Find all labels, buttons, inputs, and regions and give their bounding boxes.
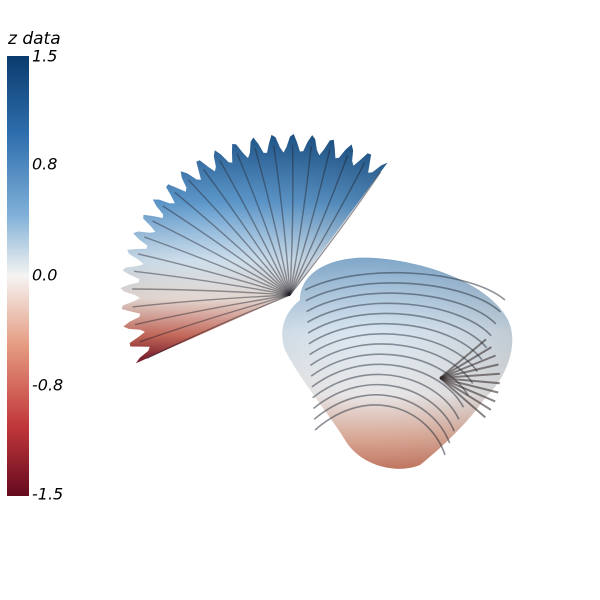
colorbar-title: z data bbox=[8, 29, 61, 49]
left-fan-shell bbox=[120, 134, 388, 364]
colorbar-tick-1-5: 1.5 bbox=[32, 46, 58, 66]
colorbar-tick-0-8: 0.8 bbox=[32, 154, 58, 174]
colorbar-gradient bbox=[7, 56, 29, 496]
colorbar-tick-0-0: 0.0 bbox=[32, 265, 58, 285]
fan-ridge bbox=[289, 171, 382, 296]
colorbar-tick-neg-1-5: -1.5 bbox=[32, 484, 64, 504]
colorbar-tick-neg-0-8: -0.8 bbox=[32, 375, 64, 395]
tube-shading bbox=[282, 257, 513, 469]
fan-shading bbox=[120, 134, 388, 364]
right-tube-shell bbox=[282, 257, 513, 469]
